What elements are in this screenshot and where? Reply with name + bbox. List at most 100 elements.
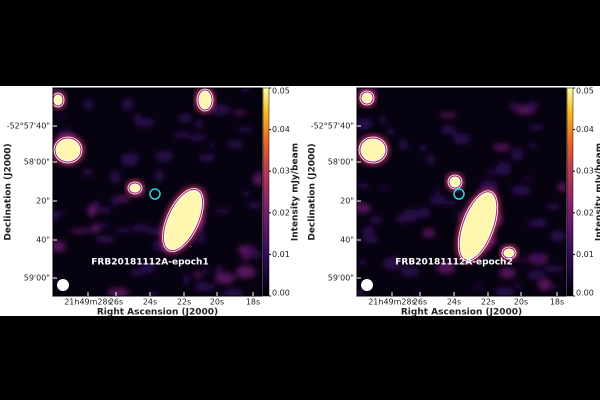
- x-tick-label: 20s: [514, 298, 528, 307]
- noise-blob: [511, 184, 531, 196]
- noise-blob: [527, 142, 539, 148]
- noise-blob: [438, 112, 458, 118]
- y-tick-label: 59'00": [328, 274, 354, 283]
- noise-blob: [197, 227, 205, 239]
- colorbar-tick-label: 0.05: [576, 87, 594, 96]
- noise-blob: [440, 124, 457, 135]
- image-frame: [356, 87, 567, 297]
- noise-blob: [140, 262, 157, 273]
- noise-blob: [99, 206, 112, 214]
- noise-blob: [192, 238, 208, 244]
- noise-blob: [132, 224, 151, 233]
- x-tick-label: 18s: [246, 298, 260, 307]
- noise-blob: [376, 185, 391, 190]
- noise-blob: [83, 99, 94, 110]
- noise-blob: [399, 265, 420, 277]
- source-core: [53, 94, 63, 106]
- noise-blob: [533, 252, 543, 263]
- noise-blob: [122, 98, 134, 111]
- source-contour: [501, 246, 517, 260]
- noise-blob: [53, 88, 61, 92]
- top-band: [0, 0, 600, 86]
- noise-blob: [414, 292, 422, 296]
- noise-blob: [195, 281, 210, 292]
- noise-blob: [452, 133, 471, 145]
- noise-blob: [537, 278, 552, 291]
- noise-blob: [508, 102, 519, 111]
- noise-blob: [419, 144, 427, 153]
- image-background: [53, 88, 262, 296]
- y-tick-label: 20": [340, 197, 354, 206]
- noise-blob: [484, 169, 501, 175]
- x-tick-label: 24s: [143, 298, 157, 307]
- noise-blob: [53, 240, 67, 253]
- source-contour: [447, 174, 463, 190]
- colorbar-tick-label: 0.01: [272, 250, 290, 259]
- colorbar-tick-label: 0.02: [576, 208, 594, 217]
- noise-blob: [53, 210, 66, 217]
- source-contour: [53, 136, 83, 164]
- x-tick-label: 21h49m28s: [64, 298, 112, 307]
- colorbar-tick-label: 0.05: [272, 87, 290, 96]
- noise-blob: [242, 190, 251, 197]
- noise-blob: [527, 270, 545, 280]
- source-contour: [457, 190, 499, 262]
- annotation: FRB20181112A-epoch1: [91, 258, 208, 268]
- noise-blob: [213, 208, 232, 214]
- x-tick-label: 26s: [413, 298, 427, 307]
- noise-blob: [214, 273, 236, 284]
- frb-position: [453, 188, 465, 200]
- noise-blob: [57, 113, 65, 119]
- noise-blob: [415, 207, 431, 219]
- noise-blob: [107, 287, 130, 296]
- beam: [57, 279, 69, 291]
- noise-blob: [222, 288, 244, 296]
- noise-blob: [245, 249, 262, 260]
- noise-blob: [193, 271, 203, 278]
- noise-blob: [90, 224, 101, 233]
- y-tick-label: 58'00": [24, 158, 50, 167]
- y-tick-label: 58'00": [328, 158, 354, 167]
- x-tick-label: 21h49m28s: [368, 298, 416, 307]
- noise-blob: [109, 170, 121, 184]
- noise-blob: [433, 188, 442, 194]
- source-contour: [53, 92, 65, 108]
- colorbar-label: Intensity mJy/beam: [291, 143, 301, 241]
- colorbar-tick-label: 0.02: [272, 208, 290, 217]
- noise-blob: [359, 259, 367, 267]
- x-tick-label: 18s: [550, 298, 564, 307]
- y-tick-label: 40": [36, 236, 50, 245]
- source-contour: [127, 181, 143, 195]
- colorbar-tick-label: 0.00: [576, 289, 594, 298]
- noise-blob: [511, 147, 524, 161]
- noise-blob: [173, 131, 189, 139]
- noise-blob: [130, 268, 146, 277]
- noise-blob: [551, 284, 559, 289]
- noise-blob: [87, 204, 98, 218]
- image-panel: [53, 88, 262, 296]
- noise-blob: [514, 283, 522, 290]
- colorbar-tick-label: 0.04: [272, 125, 290, 134]
- colorbar-label: Intensity mJy/beam: [595, 143, 600, 241]
- colorbar-tick-label: 0.01: [576, 250, 594, 259]
- noise-blob: [386, 127, 395, 136]
- noise-blob: [557, 182, 566, 192]
- y-axis-label: Declination (J2000): [4, 143, 14, 240]
- noise-blob: [523, 176, 533, 181]
- noise-blob: [389, 255, 402, 270]
- beam: [361, 279, 373, 291]
- noise-blob: [110, 195, 121, 207]
- source-contour: [358, 136, 388, 164]
- noise-blob: [227, 140, 245, 149]
- source-core: [360, 138, 386, 162]
- x-tick-label: 22s: [481, 298, 495, 307]
- noise-blob: [526, 220, 549, 228]
- noise-blob: [428, 195, 447, 205]
- noise-blob: [361, 225, 375, 238]
- source-core: [163, 189, 203, 251]
- noise-blob: [208, 142, 216, 149]
- frb-position: [149, 188, 161, 200]
- noise-blob: [247, 202, 262, 209]
- x-tick-label: 24s: [447, 298, 461, 307]
